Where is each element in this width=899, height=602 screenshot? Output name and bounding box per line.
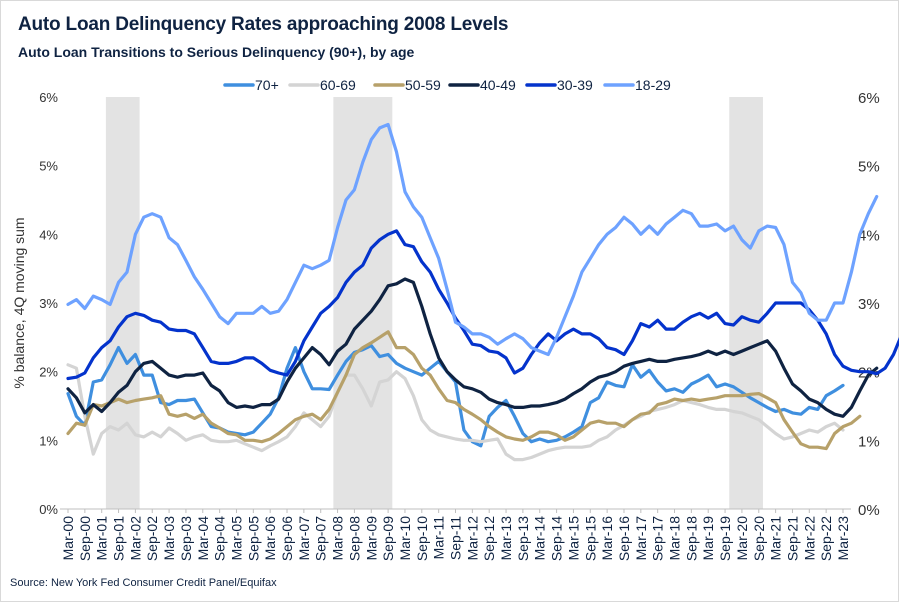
recession-bands <box>105 97 763 509</box>
x-tick-label: Sep-04 <box>212 516 228 561</box>
legend: 70+ 60-69 50-59 40-49 30-39 18-29 <box>223 77 671 93</box>
secondary-y-tick-label: 5% <box>858 159 880 176</box>
x-tick-label: Mar-08 <box>330 516 346 561</box>
x-tick-label: Sep-06 <box>279 516 295 561</box>
series-line-40-49 <box>66 277 879 418</box>
y-axis-title: % balance, 4Q moving sum <box>11 217 27 388</box>
legend-label: 30-39 <box>557 77 593 93</box>
x-tick-label: Mar-15 <box>565 516 581 561</box>
x-tick-label: Mar-00 <box>60 516 76 561</box>
x-tick-label: Sep-15 <box>582 516 598 561</box>
source-note: Source: New York Fed Consumer Credit Pan… <box>10 577 277 589</box>
x-tick-label: Sep-16 <box>616 516 632 561</box>
y-tick-label: 4% <box>39 227 58 242</box>
x-tick-label: Sep-10 <box>414 516 430 561</box>
x-tick-label: Mar-17 <box>633 516 649 561</box>
legend-label: 60-69 <box>320 77 356 93</box>
x-tick-label: Sep-02 <box>144 516 160 561</box>
x-tick-label: Mar-16 <box>599 516 615 561</box>
x-tick-label: Mar-06 <box>262 516 278 561</box>
chart-subtitle: Auto Loan Transitions to Serious Delinqu… <box>18 44 415 60</box>
x-tick-label: Sep-01 <box>111 516 127 561</box>
x-tick-label: Sep-18 <box>683 516 699 561</box>
x-tick-label: Mar-04 <box>195 516 211 561</box>
x-tick-label: Sep-00 <box>77 516 93 561</box>
legend-label: 40-49 <box>480 77 516 93</box>
x-tick-label: Mar-12 <box>464 516 480 561</box>
x-tick-label: Mar-02 <box>127 516 143 561</box>
x-tick-label: Mar-11 <box>431 516 447 560</box>
x-tick-label: Sep-22 <box>818 516 834 561</box>
axes: Mar-00 Sep-00 Mar-01 Sep-01 Mar-02 Sep-02 Mar-… <box>39 90 879 561</box>
series-line-30-39 <box>66 229 899 381</box>
y-tick-label: 2% <box>39 365 58 380</box>
x-tick-label: Mar-22 <box>801 516 817 561</box>
x-tick-label: Sep-20 <box>751 516 767 561</box>
y-tick-label: 1% <box>39 433 58 448</box>
x-tick-label: Mar-14 <box>532 516 548 561</box>
x-tick-label: Mar-23 <box>835 516 851 561</box>
x-tick-label: Mar-07 <box>296 516 312 561</box>
series-line-18-29 <box>66 122 879 357</box>
secondary-y-tick-label: 3% <box>858 296 880 313</box>
y-tick-label: 6% <box>39 90 58 105</box>
x-tick-label: Mar-18 <box>667 516 683 561</box>
secondary-y-tick-label: 4% <box>858 227 880 244</box>
x-tick-label: Sep-21 <box>784 516 800 561</box>
x-tick-label: Sep-11 <box>448 516 464 560</box>
legend-label: 50-59 <box>405 77 441 93</box>
x-tick-label: Mar-21 <box>768 516 784 561</box>
x-tick-label: Mar-09 <box>363 516 379 561</box>
x-tick-label: Mar-05 <box>228 516 244 561</box>
secondary-y-tick-label: 6% <box>858 90 880 107</box>
x-tick-label: Sep-14 <box>549 516 565 561</box>
recession-band <box>729 97 763 509</box>
x-tick-label: Mar-03 <box>161 516 177 561</box>
x-tick-label: Sep-19 <box>717 516 733 561</box>
series-line-60-69 <box>66 363 845 462</box>
x-tick-label: Mar-10 <box>397 516 413 561</box>
legend-label: 70+ <box>255 77 279 93</box>
y-tick-label: 0% <box>39 502 58 517</box>
secondary-y-tick-label: 1% <box>858 433 880 450</box>
series-line-50-59 <box>66 330 862 451</box>
x-tick-label: Sep-05 <box>245 516 261 561</box>
x-tick-label: Mar-20 <box>734 516 750 561</box>
series-lines <box>66 122 899 462</box>
x-tick-label: Mar-19 <box>700 516 716 561</box>
y-tick-label: 3% <box>39 296 58 311</box>
x-tick-label: Sep-17 <box>650 516 666 561</box>
secondary-y-tick-label: 0% <box>858 502 880 519</box>
x-tick-label: Sep-08 <box>346 516 362 561</box>
x-tick-label: Sep-09 <box>380 516 396 561</box>
y-tick-label: 5% <box>39 159 58 174</box>
x-tick-label: Sep-12 <box>481 516 497 561</box>
x-tick-label: Mar-01 <box>94 516 110 561</box>
x-tick-label: Sep-07 <box>313 516 329 561</box>
chart-title: Auto Loan Delinquency Rates approaching … <box>18 14 509 35</box>
legend-label: 18-29 <box>635 77 671 93</box>
series-line-70+ <box>66 344 845 448</box>
x-tick-label: Mar-13 <box>498 516 514 561</box>
x-tick-label: Sep-13 <box>515 516 531 561</box>
x-tick-label: Sep-03 <box>178 516 194 561</box>
